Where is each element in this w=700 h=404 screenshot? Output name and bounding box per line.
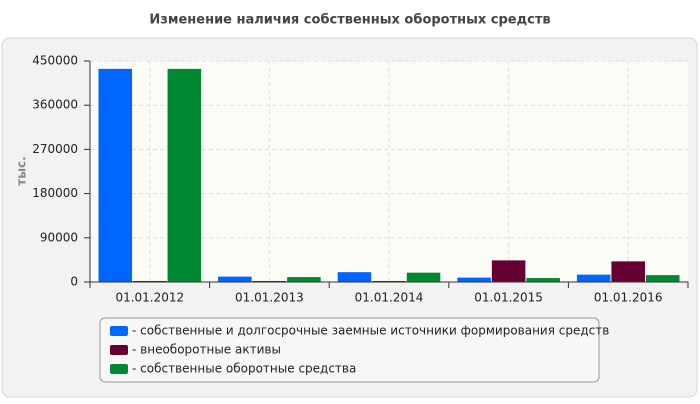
x-tick-label: 01.01.2013 [235,291,304,305]
x-tick-label: 01.01.2016 [594,291,663,305]
x-tick-label: 01.01.2012 [115,291,184,305]
y-tick-label: 360000 [32,98,78,112]
y-tick-label: 0 [70,275,78,289]
legend-label: - собственные оборотные средства [132,362,356,376]
bar [491,260,526,282]
legend-label: - внеоборотные активы [132,343,281,357]
bar [98,68,133,282]
chart-title: Изменение наличия собственных оборотных … [149,13,550,28]
bar [167,68,202,282]
x-tick-label: 01.01.2015 [474,291,543,305]
bar [645,275,680,282]
bar [287,277,321,282]
y-tick-label: 270000 [32,142,78,156]
y-tick-label: 180000 [32,186,78,200]
legend-swatch [110,364,128,374]
bar [526,278,560,282]
legend-swatch [110,345,128,355]
bar [218,276,252,282]
bar [576,274,611,282]
bar [337,272,372,282]
legend-label: - собственные и долгосрочные заемные ист… [132,324,609,338]
x-tick-label: 01.01.2014 [355,291,424,305]
bar [611,261,645,282]
y-axis-label: тыс. [15,156,29,185]
bar [406,272,441,282]
bar [457,277,491,282]
legend-swatch [110,326,128,336]
y-tick-label: 90000 [40,230,78,244]
legend [99,317,600,383]
y-tick-label: 450000 [32,54,78,68]
